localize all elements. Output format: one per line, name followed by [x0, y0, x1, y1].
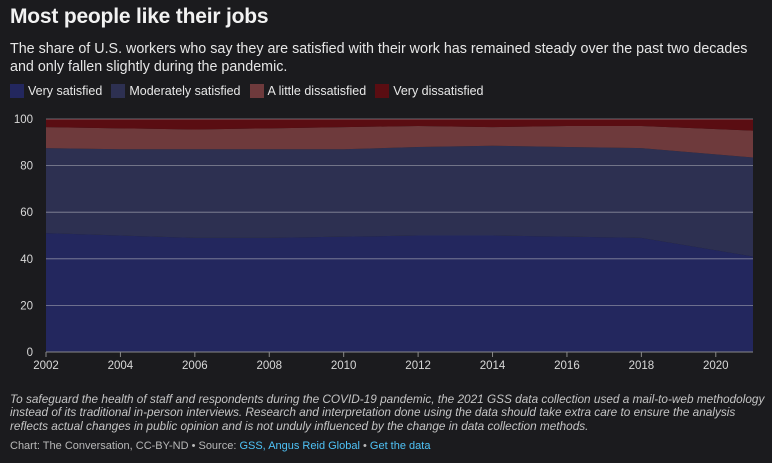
y-tick-label-40: 40 [20, 254, 33, 266]
x-axis-ticks: 2002 2004 2006 2008 2010 2012 2014 2016 2018 2020 [33, 352, 729, 372]
legend-label-moderately-satisfied: Moderately satisfied [129, 84, 241, 98]
x-tick-label-2018: 2018 [629, 360, 655, 372]
legend: Very satisfied Moderately satisfied A li… [10, 84, 493, 98]
area-moderately-satisfied [46, 145, 753, 257]
legend-label-very-satisfied: Very satisfied [28, 84, 103, 98]
x-tick-label-2008: 2008 [256, 360, 282, 372]
legend-label-very-dissatisfied: Very dissatisfied [393, 84, 484, 98]
y-tick-label-100: 100 [14, 114, 33, 126]
stacked-area-chart: 0 20 40 60 80 100 2002 2004 2006 2008 2010 2012 201… [14, 114, 753, 372]
gridlines [46, 118, 753, 353]
legend-item-very-satisfied: Very satisfied [10, 84, 102, 98]
source-link[interactable]: GSS, Angus Reid Global [239, 440, 360, 452]
legend-swatch-moderately-satisfied [111, 84, 126, 98]
area-very-dissatisfied [46, 119, 753, 131]
x-tick-label-2012: 2012 [405, 360, 431, 372]
credit-separator: • [359, 440, 370, 452]
legend-item-very-dissatisfied: Very dissatisfied [375, 84, 484, 98]
legend-swatch-a-little-dissatisfied [249, 84, 264, 98]
legend-item-moderately-satisfied: Moderately satisfied [111, 84, 241, 98]
legend-item-a-little-dissatisfied: A little dissatisfied [249, 84, 367, 98]
methodology-note: To safeguard the health of staff and res… [10, 392, 765, 433]
credit-prefix: Chart: The Conversation, CC-BY-ND • Sour… [10, 440, 240, 452]
chart-title: Most people like their jobs [10, 5, 269, 28]
credit-line: Chart: The Conversation, CC-BY-ND • Sour… [10, 440, 430, 452]
area-a-little-dissatisfied [46, 125, 753, 158]
y-axis-ticks: 0 20 40 60 80 100 [14, 114, 33, 359]
y-tick-label-80: 80 [20, 161, 33, 173]
x-tick-label-2020: 2020 [703, 360, 729, 372]
legend-swatch-very-satisfied [10, 84, 24, 98]
x-tick-label-2004: 2004 [108, 360, 134, 372]
area-series-group [46, 119, 753, 352]
x-tick-label-2006: 2006 [182, 360, 208, 372]
chart-subtitle: The share of U.S. workers who say they a… [10, 41, 748, 75]
get-the-data-link[interactable]: Get the data [369, 440, 431, 452]
x-tick-label-2014: 2014 [480, 360, 506, 372]
x-tick-label-2002: 2002 [33, 360, 59, 372]
x-tick-label-2010: 2010 [331, 360, 357, 372]
y-tick-label-20: 20 [20, 300, 33, 312]
area-very-satisfied [46, 233, 753, 352]
legend-label-a-little-dissatisfied: A little dissatisfied [267, 84, 367, 98]
y-tick-label-60: 60 [20, 207, 33, 219]
x-tick-label-2016: 2016 [554, 360, 580, 372]
y-tick-label-0: 0 [27, 347, 33, 359]
legend-swatch-very-dissatisfied [375, 84, 390, 98]
